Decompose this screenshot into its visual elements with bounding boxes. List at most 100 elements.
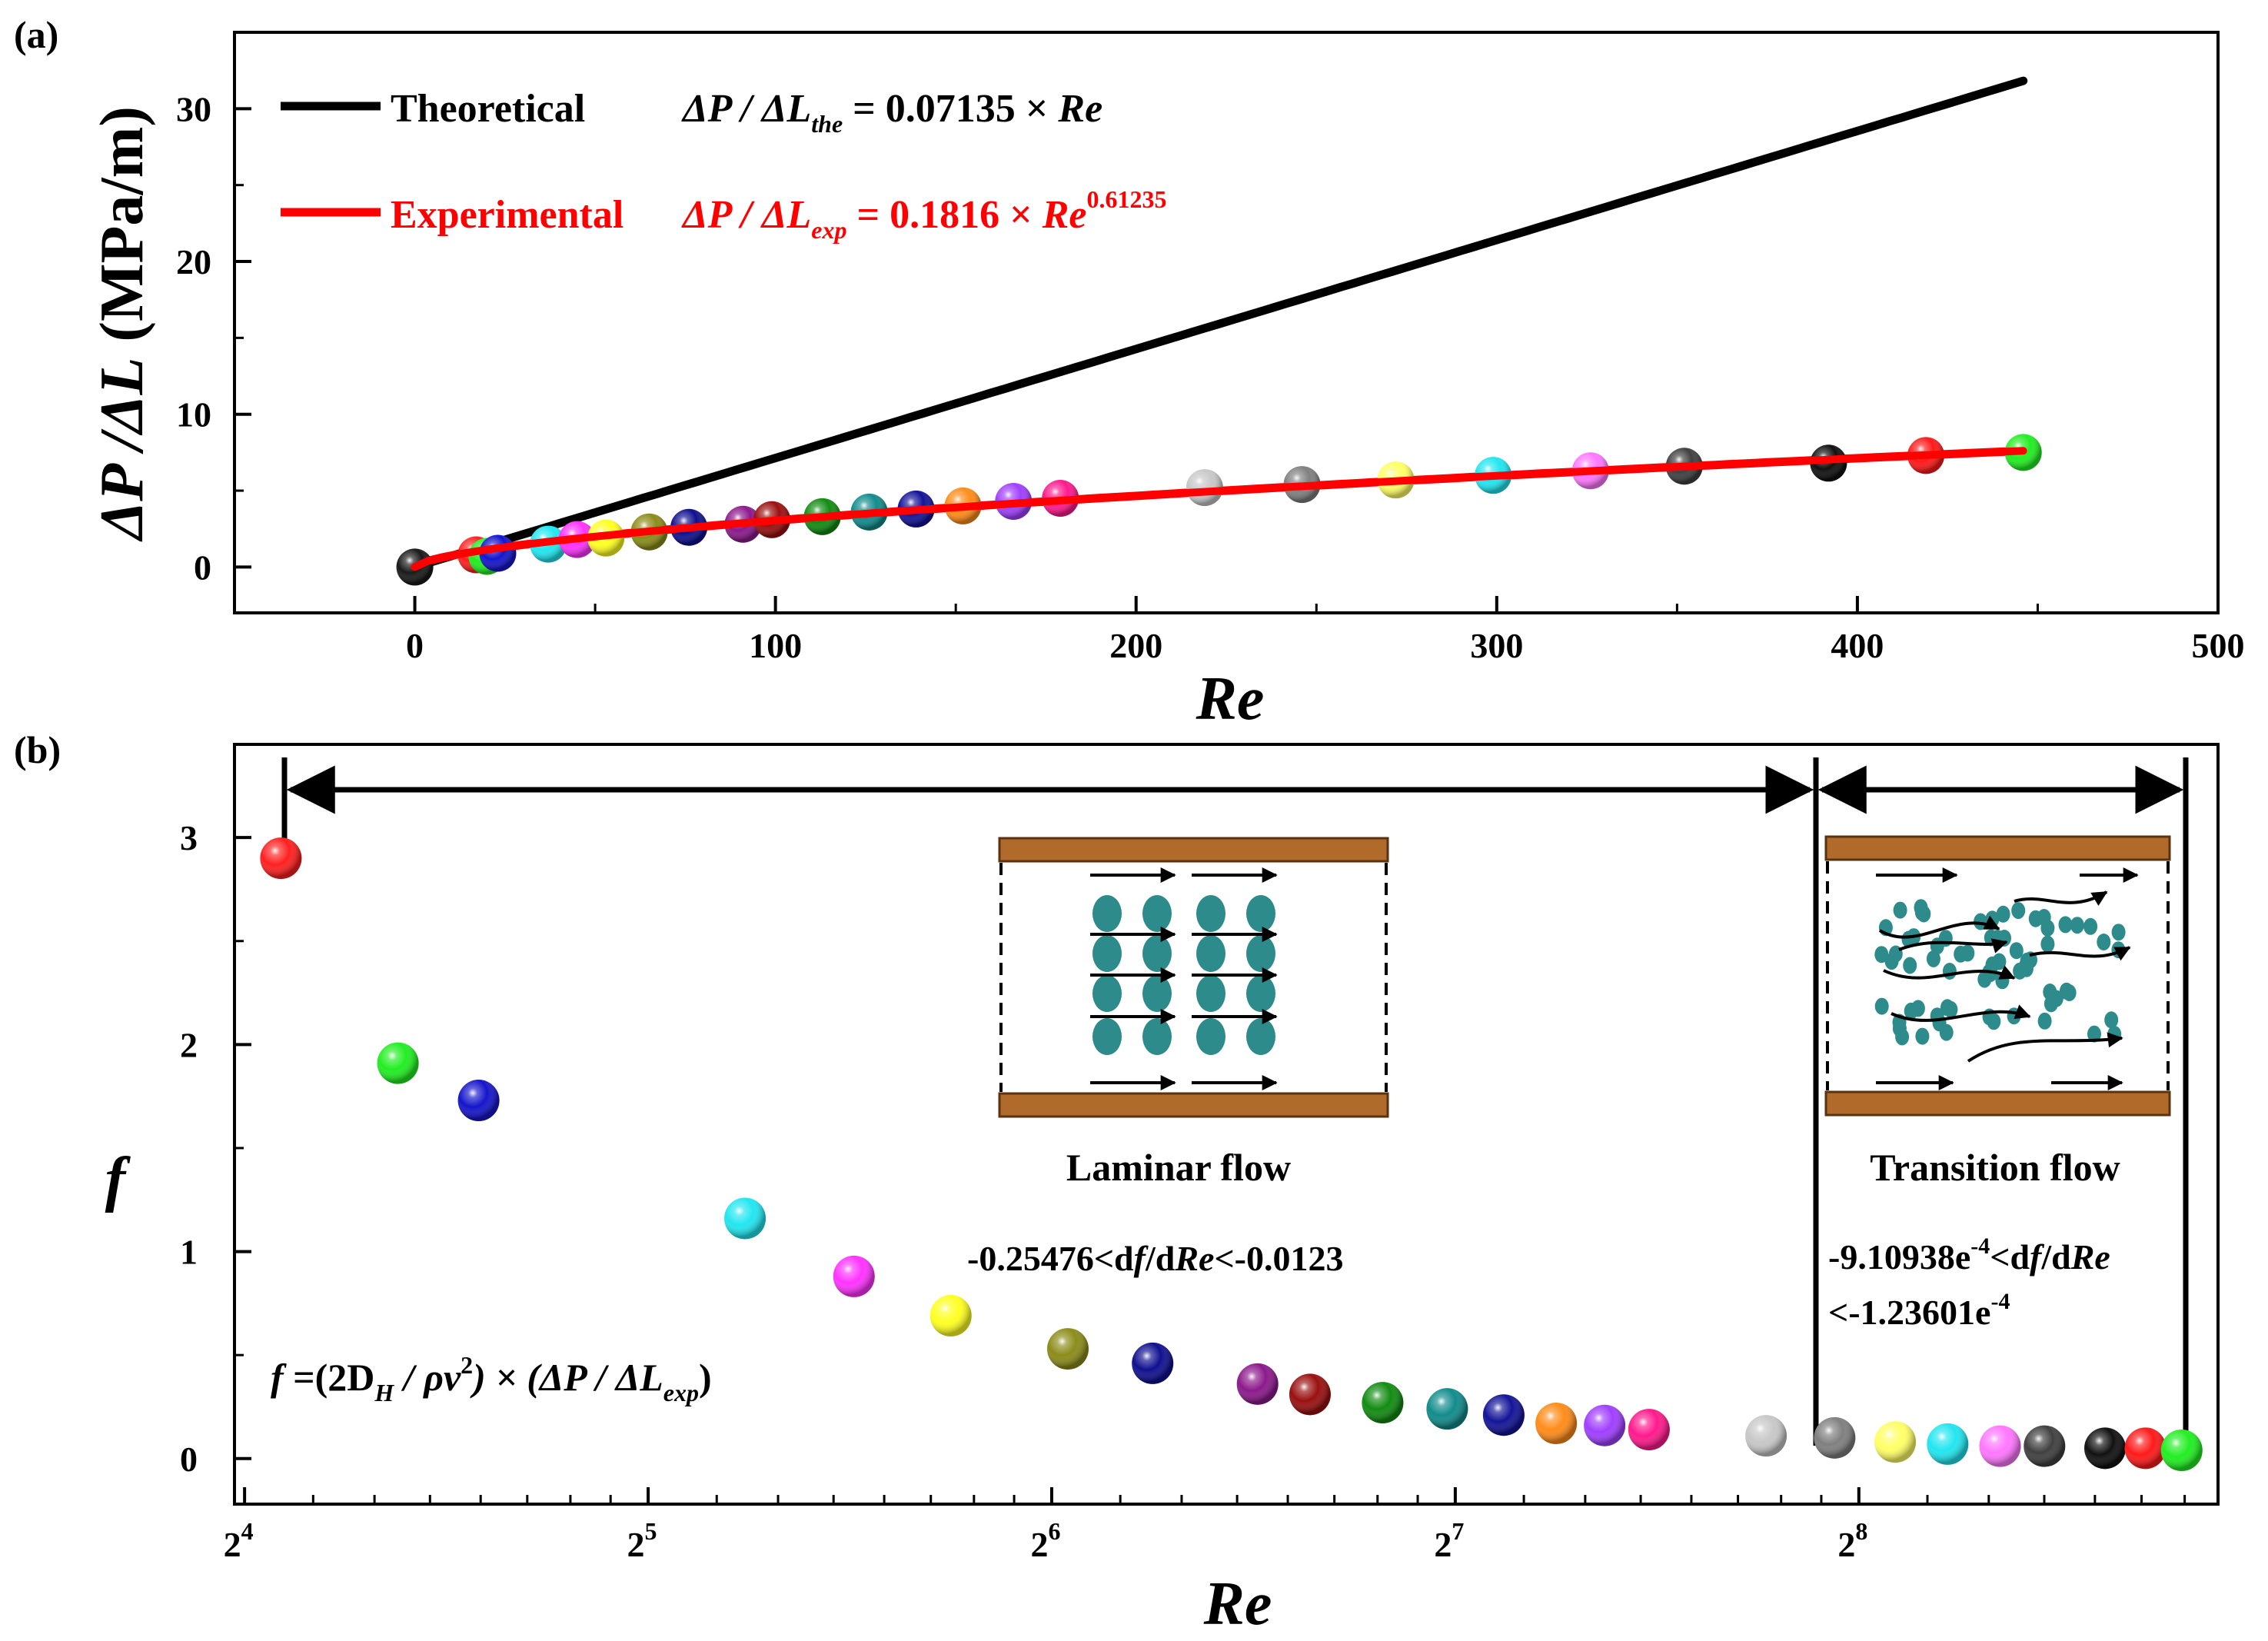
transition-particle [2087,1025,2101,1043]
panel-a: (a) 0 100 200 300 400 500 0 10 20 30 Theoretical … [14,13,2245,733]
transition-slope-range-2: <-1.23601e-4 [1828,1289,2010,1332]
b-data-point-gloss [1745,1415,1787,1457]
a-data-point [1186,469,1223,507]
formula-d: / ρv [394,1356,461,1399]
formula-c: H [374,1379,394,1406]
b-data-point [1874,1421,1917,1463]
laminar-slope-e: <-0.0123 [1214,1239,1343,1278]
laminar-particle [1142,895,1172,932]
b-data-point [1927,1423,1969,1465]
laminar-particle [1196,935,1225,972]
laminar-particle [1092,895,1122,932]
b-y-tick-label: 2 [180,1025,198,1064]
transition-slope-range-1: -9.10938e-4<df/dRe [1828,1233,2110,1277]
transition-particle [2111,924,2126,941]
a-x-tick-label: 500 [2192,626,2245,665]
transition-particle [2009,942,2024,960]
transition-streamline-arrow [2014,890,2108,906]
transition-particle [1926,950,1940,967]
panel-b-frame [233,743,2220,1506]
transition-slope-e: Re [2070,1237,2110,1277]
eq-theo-rhs: = 0.07135 × [843,87,1058,131]
laminar-slope-c: /d [1145,1239,1176,1278]
laminar-particle [1092,975,1122,1012]
b-data-point-gloss [1927,1423,1969,1465]
formula-a: f [271,1356,287,1399]
transition-slope-sup2: -4 [1990,1289,2010,1314]
b-data-point-gloss [1132,1342,1174,1384]
transition-particle [2040,919,2055,937]
transition-flow-label: Transition flow [1870,1146,2120,1189]
a-y-tick-label: 30 [176,89,211,128]
b-data-point [2160,1430,2203,1472]
b-x-tick-label: 24 [224,1517,254,1564]
b-data-point [1482,1394,1525,1436]
panel-a-points [396,434,2042,586]
b-data-point [377,1042,419,1084]
formula-h: ) [699,1356,712,1399]
b-data-point [1979,1425,2021,1467]
experimental-curve [411,446,2028,571]
panel-a-x-label: Re [1196,665,1265,733]
laminar-particle [1142,975,1172,1012]
transition-streamline-arrow [1878,915,2000,939]
b-x-tick-exp: 8 [1855,1517,1867,1545]
formula-b: =(2D [284,1356,375,1399]
laminar-particle [1246,1018,1275,1055]
b-data-point [1584,1404,1626,1446]
panel-a-y-label-unit: (MPa/m) [88,106,156,358]
formula-e: 2 [461,1351,473,1379]
a-x-tick-label: 400 [1831,626,1884,665]
transition-particle [2058,916,2073,934]
b-data-point [724,1197,767,1240]
b-data-point-gloss [1289,1373,1331,1416]
laminar-flow-illustration [998,837,1389,1118]
laminar-particle [1092,935,1122,972]
b-data-point-gloss [377,1042,419,1084]
a-x-tick-label: 0 [406,626,424,665]
laminar-particle [1246,895,1275,932]
transition-particle [2083,917,2098,935]
legend-theoretical-equation: ΔP / ΔLthe = 0.07135 × Re [681,87,1102,138]
transition-particle [2104,1011,2119,1029]
a-x-tick-label: 100 [749,626,802,665]
b-data-point [1745,1415,1787,1457]
b-x-tick-exp: 5 [645,1517,657,1545]
panel-a-y-label-var: ΔP /ΔL [88,358,156,542]
b-x-tick-label: 26 [1030,1517,1060,1564]
eq-theo-var: Re [1057,87,1102,131]
b-data-point [1628,1409,1670,1451]
transition-streamline-arrow [1883,965,2016,980]
transition-particle [1904,1002,1918,1020]
eq-theo-sub: the [811,110,843,138]
b-data-point-gloss [1362,1382,1404,1424]
b-data-point [1132,1342,1174,1384]
panel-a-label: (a) [14,13,58,56]
b-x-tick-base: 2 [1030,1525,1048,1564]
b-y-tick-label: 0 [180,1440,198,1479]
transition-particle [1940,999,1954,1017]
b-data-point-gloss [2124,1427,2167,1470]
transition-bottom-wall [1824,1090,2171,1117]
b-data-point [457,1080,500,1122]
laminar-slope-range: -0.25476<df/dRe<-0.0123 [967,1239,1343,1278]
b-data-point [833,1255,875,1297]
transition-particle [1942,963,1957,980]
b-data-point [1236,1363,1279,1405]
laminar-flow-label: Laminar flow [1066,1146,1291,1189]
transition-particle [2037,1012,2052,1030]
transition-particle [2011,902,2026,920]
b-data-point-gloss [1482,1394,1525,1436]
b-data-point-gloss [2084,1427,2127,1470]
transition-particles [1874,867,2139,1090]
b-x-tick-base: 2 [1837,1525,1855,1564]
laminar-slope-a: -0.25476<d [967,1239,1134,1278]
transition-particle [2049,990,2063,1007]
transition-slope-d: /d [2040,1237,2071,1277]
region-brackets [281,757,2189,1446]
a-y-tick-label: 20 [176,242,211,281]
transition-slope-c: f [2030,1237,2045,1277]
laminar-particle [1246,935,1275,972]
transition-flow-illustration [1824,835,2171,1117]
